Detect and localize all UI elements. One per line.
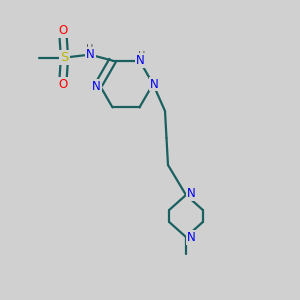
Text: N: N — [136, 54, 145, 67]
Text: H: H — [86, 44, 93, 54]
Text: O: O — [58, 78, 68, 91]
Text: N: N — [92, 80, 101, 93]
Text: N: N — [187, 231, 196, 244]
Text: O: O — [58, 24, 68, 38]
Text: N: N — [187, 187, 196, 200]
Text: S: S — [60, 51, 69, 64]
Text: N: N — [86, 47, 95, 61]
Text: N: N — [150, 77, 159, 91]
Text: H: H — [138, 51, 146, 61]
